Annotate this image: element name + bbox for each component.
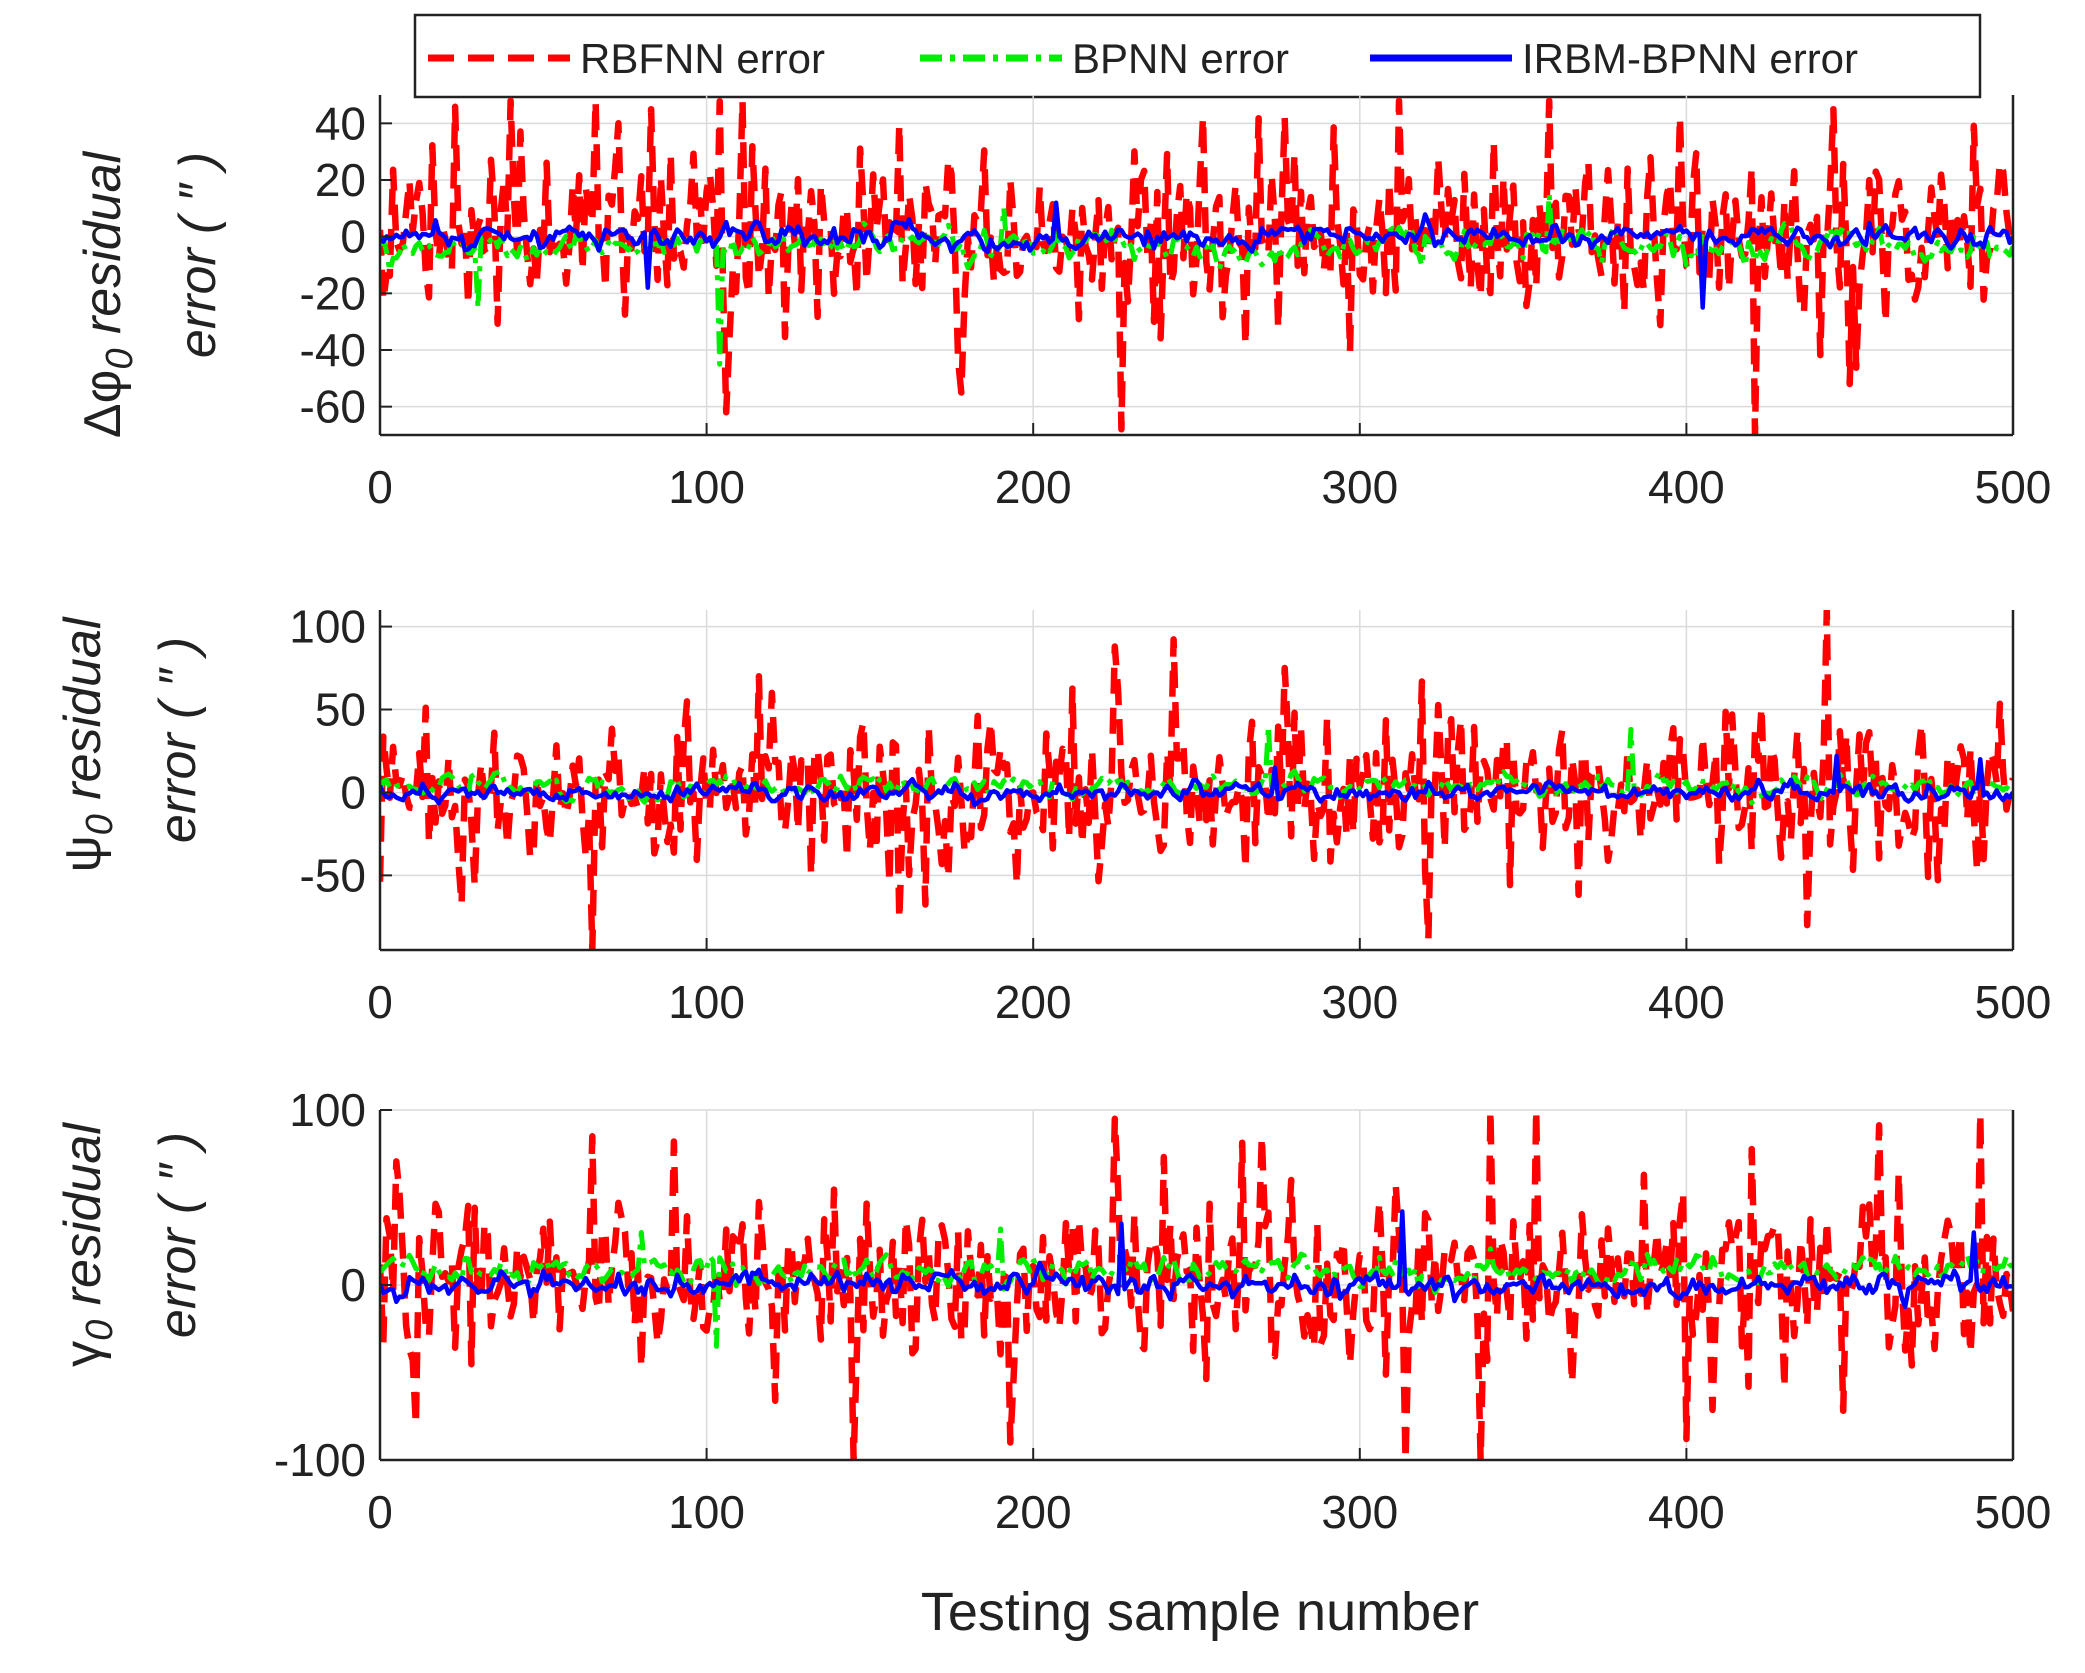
panel-psi-ytick-label-3: -50 [300,849,366,901]
panel-phi-series-bpnn [380,191,2013,367]
panel-psi-ylabel-sub: 0 [79,814,121,835]
panel-psi-ylabel-word: residual [54,616,112,814]
panel-psi-xtick-label-1: 100 [668,976,745,1028]
panel-phi-ylabel-line1: Δφ0 residual [74,150,141,438]
panel-gamma-xtick-label-0: 0 [367,1486,393,1538]
panel-phi-xtick-label-5: 500 [1975,461,2052,513]
panel-phi-series-clip [380,97,2013,435]
panel-phi-ytick-label-3: -20 [300,267,366,319]
panel-phi-xtick-label-0: 0 [367,461,393,513]
panel-gamma-ytick-label-2: -100 [274,1434,366,1486]
panel-gamma-xtick-label-5: 500 [1975,1486,2052,1538]
panel-psi-ytick-label-0: 100 [289,601,366,653]
panel-gamma-series-irbm-bpnn [380,1209,2013,1310]
panel-phi-series [380,97,2013,435]
panel-gamma-ylabel-word: residual [54,1122,112,1320]
panel-gamma-series-clip [380,1110,2013,1460]
panel-phi-ytick-label-2: 0 [340,211,366,263]
panel-psi-xtick-label-0: 0 [367,976,393,1028]
panel-gamma-xtick-label-2: 200 [995,1486,1072,1538]
legend-label-rbfnn: RBFNN error [580,35,825,82]
panel-psi-ytick-label-1: 50 [315,684,366,736]
panel-phi-xtick-label-3: 300 [1321,461,1398,513]
panel-phi-ylabel-line2: error ( ″ ) [169,152,227,358]
panel-gamma-ylabel-sub: 0 [79,1320,121,1341]
panel-phi-series-irbm-bpnn [380,200,2013,310]
panel-psi-axes [378,610,2015,952]
panel-phi-ytick-label-5: -60 [300,381,366,433]
panel-gamma-ytick-label-0: 100 [289,1084,366,1136]
panel-phi-ylabel-word: residual [74,150,132,348]
panel-gamma-ytick-label-1: 0 [340,1259,366,1311]
panel-psi-ylabel-line2: error ( ″ ) [149,637,207,843]
panel-gamma-series [380,1110,2013,1460]
panel-phi-xtick-label-4: 400 [1648,461,1725,513]
panel-gamma-xtick-label-4: 400 [1648,1486,1725,1538]
panel-gamma-series-rbfnn [380,1110,2013,1460]
panel-gamma-ylabel-symbol: γ [54,1341,112,1367]
panel-psi-ytick-label-2: 0 [340,766,366,818]
panel-phi-ylabel-symbol: Δφ [74,370,132,438]
panel-psi-series [380,610,2013,950]
panel-psi-xtick-label-4: 400 [1648,976,1725,1028]
panel-phi-xtick-label-2: 200 [995,461,1072,513]
panel-phi-ytick-label-0: 40 [315,97,366,149]
panel-phi-axes [378,95,2015,437]
panel-psi-xtick-label-3: 300 [1321,976,1398,1028]
x-axis-title: Testing sample number [921,1582,1479,1642]
panel-psi-series-rbfnn [380,610,2013,950]
panel-psi-xtick-label-5: 500 [1975,976,2052,1028]
legend-label-irbm-bpnn: IRBM-BPNN error [1522,35,1858,82]
legend-label-bpnn: BPNN error [1072,35,1289,82]
panel-phi-xtick-label-1: 100 [668,461,745,513]
legend-box [413,13,1982,99]
panel-psi-series-clip [380,610,2013,950]
panel-phi-ylabel-sub: 0 [99,348,141,369]
panel-phi-ytick-label-1: 20 [315,154,366,206]
panel-gamma-ylabel-line1: γ0 residual [54,1122,121,1367]
panel-psi-ylabel-symbol: ψ [54,835,112,872]
legend: RBFNN error BPNN error IRBM-BPNN error [413,13,1982,99]
panel-phi-ytick-label-4: -40 [300,324,366,376]
panel-psi-ylabel-line1: ψ0 residual [54,616,121,872]
panel-psi-series-irbm-bpnn [380,753,2013,808]
panel-gamma-ylabel-line2: error ( ″ ) [149,1132,207,1338]
panel-gamma-xtick-label-1: 100 [668,1486,745,1538]
panel-gamma-xtick-label-3: 300 [1321,1486,1398,1538]
panel-psi-xtick-label-2: 200 [995,976,1072,1028]
